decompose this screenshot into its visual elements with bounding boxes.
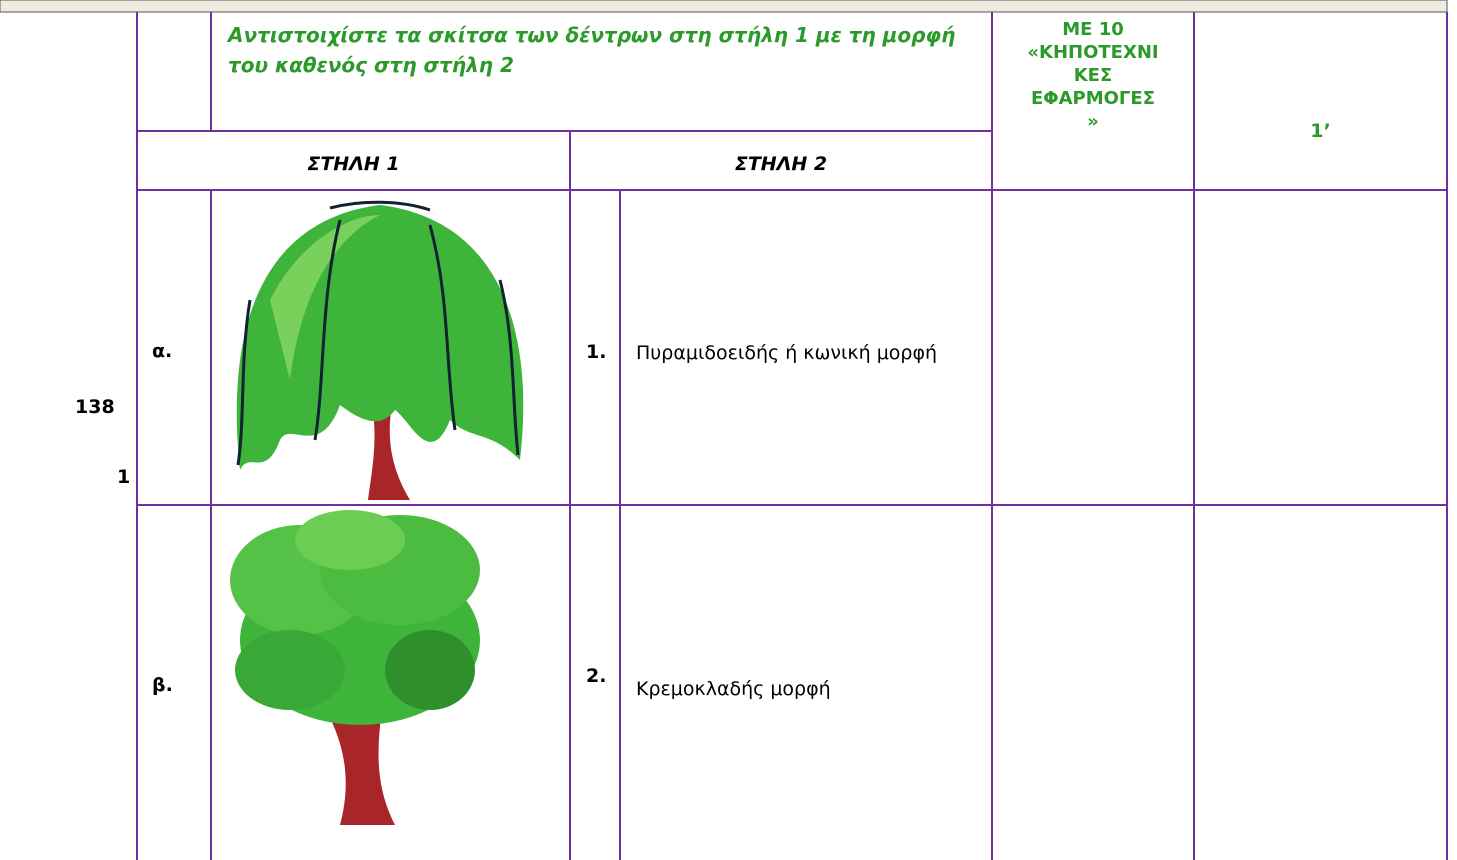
column-header: ΣΤΗΛΗ 1 (307, 153, 400, 175)
item-description: Κρεμοκλαδής μορφή (636, 678, 831, 700)
question: Αντιστοιχίστε τα σκίτσα των δέντρων στη … (228, 23, 956, 77)
section-line: ΚΕΣ (1073, 65, 1113, 86)
section-line: «ΚΗΠΟΤΕΧΝΙ (1027, 42, 1159, 63)
top-strip (0, 0, 1448, 13)
row-id: 138 (75, 396, 115, 418)
item-number: 1. (586, 341, 607, 363)
round-tree-sketch (230, 510, 480, 825)
section-cell: ΜΕ 10 «ΚΗΠΟΤΕΧΝΙ ΚΕΣ ΕΦΑΡΜΟΓΕΣ » (992, 18, 1194, 133)
item-number: 2. (586, 665, 607, 687)
weeping-tree-sketch (236, 200, 524, 500)
item-description: Πυραμιδοειδής ή κωνική μορφή (636, 342, 938, 364)
section-line: ΜΕ 10 (1062, 19, 1124, 40)
column-header: ΣΤΗΛΗ 2 (734, 153, 828, 175)
item-letter: α. (152, 340, 173, 362)
points: 1’ (1310, 120, 1331, 142)
item-letter: β. (152, 674, 173, 696)
row-id-suffix: 1 (117, 466, 131, 488)
section-line: ΕΦΑΡΜΟΓΕΣ (1031, 88, 1155, 109)
cell-borders (136, 12, 1448, 860)
section-line: » (1087, 111, 1099, 132)
